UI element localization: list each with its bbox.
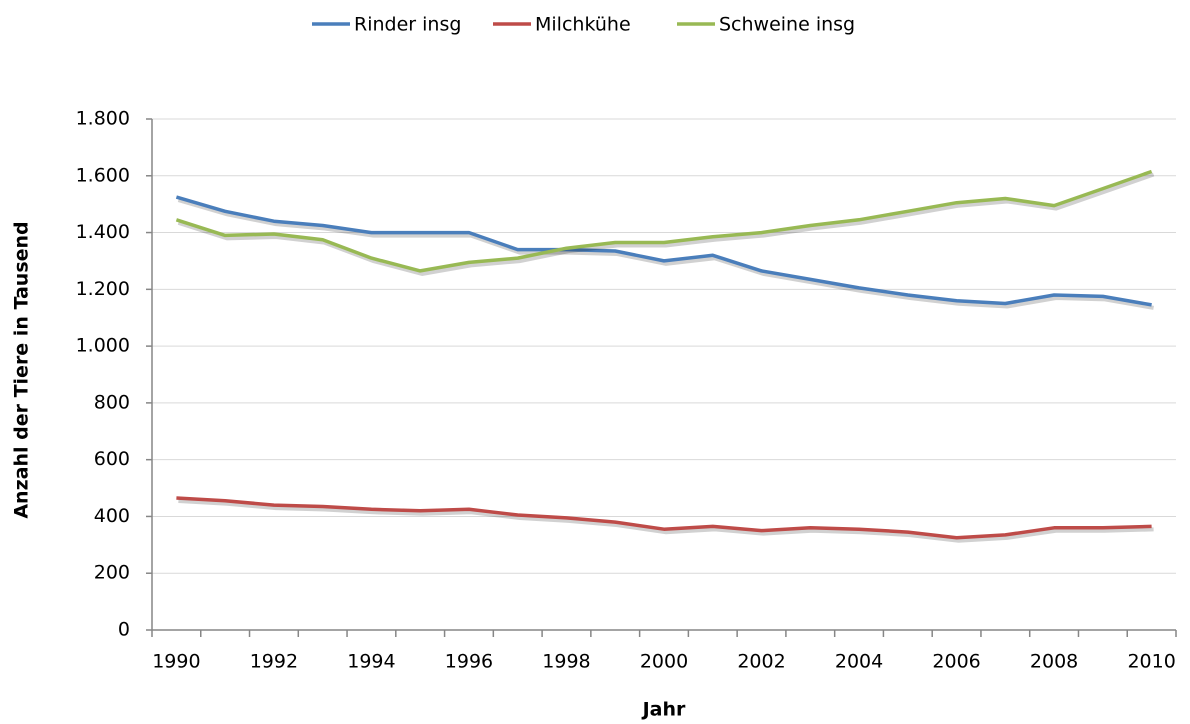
series-line [176,496,1152,540]
y-tick-label: 800 [94,391,130,413]
x-tick-label: 2010 [1127,651,1175,673]
legend-label: Milchkühe [535,14,631,36]
y-tick-label: 1.000 [76,335,130,357]
y-tick-label: 200 [94,562,130,584]
line-shadow [177,198,1154,310]
y-tick-label: 1.800 [76,108,130,130]
y-tick-label: 400 [94,505,130,527]
x-tick-label: 1998 [542,651,590,673]
y-axis-title: Anzahl der Tiere in Tausend [11,221,33,518]
legend-label: Schweine insg [719,14,855,36]
x-tick-label: 2002 [737,651,785,673]
y-tick-label: 1.400 [76,221,130,243]
line-shadow [177,172,1155,276]
x-tick-label: 1992 [250,651,298,673]
y-tick-label: 0 [118,619,130,641]
series-line [175,169,1153,273]
x-tick-label: 2000 [640,651,688,673]
y-tick-label: 600 [94,448,130,470]
x-tick-label: 2008 [1030,651,1078,673]
x-tick-label: 2004 [835,651,883,673]
y-tick-label: 1.600 [76,164,130,186]
series-line [175,195,1152,307]
x-axis-title: Jahr [641,699,686,721]
legend-label: Rinder insg [354,14,461,36]
x-tick-label: 1994 [347,651,395,673]
x-tick-label: 2006 [932,651,980,673]
x-tick-label: 1990 [152,651,200,673]
y-tick-label: 1.200 [76,278,130,300]
x-tick-label: 1996 [445,651,493,673]
line-shadow [178,499,1154,543]
